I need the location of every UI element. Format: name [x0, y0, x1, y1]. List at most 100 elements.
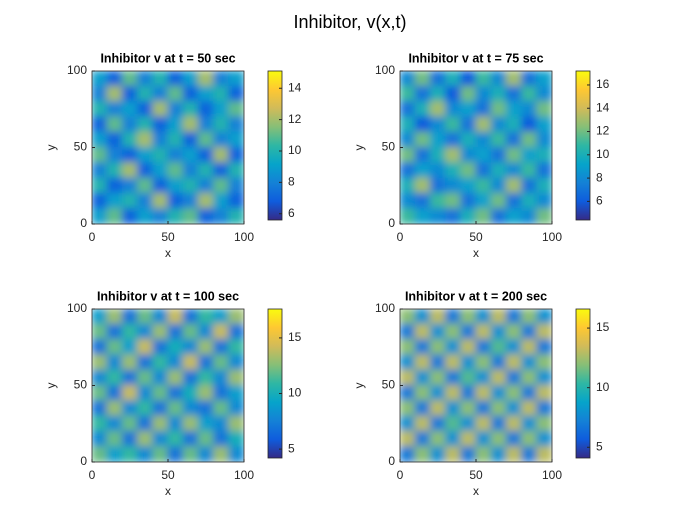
heatmap-cell — [167, 101, 184, 118]
heatmap-cell — [182, 162, 199, 179]
heatmap-cell — [414, 354, 431, 371]
heatmap-cell — [228, 116, 244, 133]
heatmap-cells — [92, 71, 244, 224]
heatmap-cell — [182, 71, 199, 87]
heatmap-cell — [228, 162, 244, 179]
heatmap-cell — [414, 385, 431, 402]
heatmap-cell — [475, 147, 492, 164]
heatmap-cell — [460, 85, 477, 103]
heatmap-cell — [106, 147, 123, 164]
heatmap-cell — [475, 385, 492, 402]
heatmap-cell — [505, 116, 523, 133]
heatmap-cell — [121, 71, 139, 87]
heatmap-cells — [92, 309, 244, 462]
heatmap-cell — [429, 415, 447, 432]
heatmap-cell — [400, 323, 416, 341]
heatmap-cell — [213, 385, 230, 402]
heatmap-cell — [213, 101, 230, 118]
heatmap-cell — [152, 385, 169, 402]
heatmap-cell — [121, 446, 139, 462]
heatmap-cell — [475, 192, 492, 210]
chart-title: Inhibitor v at t = 100 sec — [97, 289, 239, 303]
heatmap-cell — [429, 369, 447, 386]
heatmap-cell — [197, 192, 215, 210]
heatmap-cell — [92, 177, 108, 194]
heatmap-cell — [197, 71, 215, 87]
colorbar-tick-label: 6 — [288, 206, 295, 220]
y-axis-label: y — [44, 383, 58, 389]
heatmap-cell — [182, 400, 199, 417]
heatmap-cell — [106, 177, 123, 194]
x-tick-label: 0 — [89, 230, 96, 244]
heatmap-cell — [228, 85, 244, 103]
heatmap-cell — [92, 192, 108, 210]
heatmap-cell — [445, 71, 462, 87]
x-tick-label: 50 — [161, 468, 175, 482]
heatmap-cell — [182, 85, 199, 103]
heatmap-cell — [429, 192, 447, 210]
heatmap-cell — [429, 385, 447, 402]
heatmap-cell — [414, 116, 431, 133]
colorbar-tick-label: 12 — [596, 124, 610, 138]
heatmap-cell — [414, 192, 431, 210]
heatmap-cell — [521, 354, 538, 371]
heatmap-cell — [167, 147, 184, 164]
colorbar — [575, 70, 591, 221]
heatmap-cell — [505, 309, 523, 325]
x-tick-label: 50 — [469, 468, 483, 482]
heatmap-cell — [460, 385, 477, 402]
heatmap-cell — [92, 131, 108, 148]
y-axis-label: y — [44, 145, 58, 151]
heatmap — [400, 309, 552, 462]
heatmap-cell — [213, 162, 230, 179]
y-axis-label: y — [352, 145, 366, 151]
heatmap-cell — [92, 85, 108, 103]
heatmap-cell — [445, 415, 462, 432]
heatmap-cell — [475, 116, 492, 133]
heatmap-cell — [521, 323, 538, 341]
heatmap-cell — [460, 162, 477, 179]
heatmap-cell — [152, 430, 169, 448]
x-tick-label: 0 — [397, 468, 404, 482]
heatmap-cell — [521, 131, 538, 148]
heatmap-cell — [213, 177, 230, 194]
heatmap-cell — [505, 430, 523, 448]
heatmap-cell — [490, 323, 507, 341]
heatmap-cell — [213, 309, 230, 325]
colorbar-tick-label: 8 — [288, 175, 295, 189]
heatmap-cell — [121, 400, 139, 417]
heatmap-cell — [106, 192, 123, 210]
heatmap-cell — [521, 101, 538, 118]
heatmap-cell — [152, 369, 169, 386]
colorbar-tick-label: 5 — [596, 439, 603, 453]
chart-title: Inhibitor v at t = 200 sec — [405, 289, 547, 303]
heatmap-cell — [182, 309, 199, 325]
heatmap-cell — [460, 430, 477, 448]
heatmap-cell — [137, 446, 154, 462]
heatmap-cell — [137, 430, 154, 448]
heatmap-cell — [182, 192, 199, 210]
y-tick-label: 50 — [74, 140, 88, 154]
heatmap-cell — [92, 385, 108, 402]
heatmap-cell — [414, 309, 431, 325]
heatmap-cell — [460, 192, 477, 210]
heatmap-cell — [400, 147, 416, 164]
heatmap-cell — [167, 400, 184, 417]
heatmap-cell — [92, 400, 108, 417]
heatmap-cell — [121, 385, 139, 402]
heatmap-cell — [167, 208, 184, 224]
heatmap-cell — [505, 162, 523, 179]
heatmap-cell — [213, 446, 230, 462]
heatmap-cell — [460, 208, 477, 224]
heatmap-cell — [490, 177, 507, 194]
heatmap-cell — [167, 131, 184, 148]
heatmap-cell — [228, 339, 244, 356]
heatmap-cell — [197, 101, 215, 118]
heatmap-cell — [536, 309, 552, 325]
heatmap-cell — [445, 147, 462, 164]
heatmap-cell — [167, 309, 184, 325]
heatmap-cell — [414, 400, 431, 417]
heatmap-cell — [490, 192, 507, 210]
heatmap-cell — [460, 116, 477, 133]
heatmap-cell — [167, 71, 184, 87]
